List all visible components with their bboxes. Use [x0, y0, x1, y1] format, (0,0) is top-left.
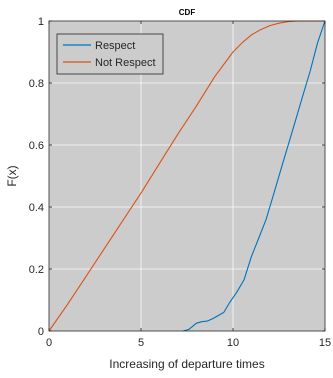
y-axis-label: F(x): [5, 165, 19, 186]
x-tick-label: 0: [46, 337, 52, 349]
x-tick-label: 5: [138, 337, 144, 349]
series-line-not-respect: [48, 20, 325, 332]
series-lines: [48, 20, 326, 332]
chart-title: CDF: [179, 8, 196, 17]
y-tick-label: 0.4: [29, 202, 44, 214]
y-tick-label: 0.6: [29, 140, 44, 152]
legend-box: [56, 33, 164, 75]
legend: Respect Not Respect: [56, 33, 164, 75]
x-axis-label: Increasing of departure times: [109, 357, 264, 371]
axis-ticks: 0 5 10 15 0 0.2 0.4 0.6 0.8 1: [29, 16, 331, 349]
y-tick-label: 0: [38, 326, 44, 338]
y-tick-label: 0.8: [29, 78, 44, 90]
y-tick-label: 1: [38, 16, 44, 28]
legend-label: Not Respect: [95, 57, 156, 69]
plot-frame: [48, 20, 326, 332]
series-line-respect: [183, 20, 326, 332]
y-tick-label: 0.2: [29, 264, 44, 276]
x-tick-label: 15: [319, 337, 331, 349]
legend-label: Respect: [95, 40, 135, 52]
x-tick-label: 10: [227, 337, 239, 349]
